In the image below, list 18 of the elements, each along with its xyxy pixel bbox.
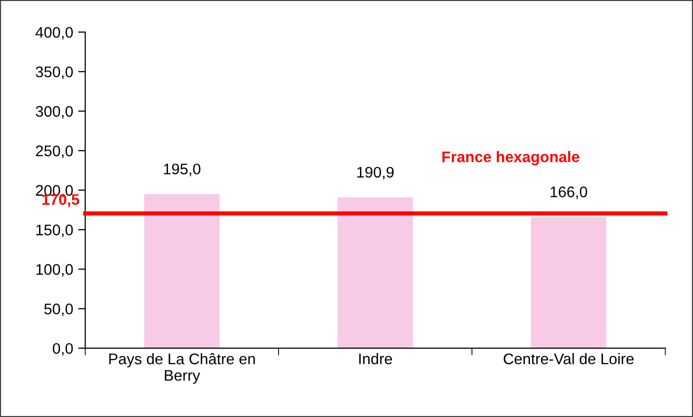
y-tick-label: 250,0 (36, 146, 73, 158)
x-tick-label: Pays de La Châtre en Berry (109, 353, 255, 384)
bar (338, 197, 413, 348)
data-label: 190,9 (357, 166, 394, 180)
ref-line-label: France hexagonale (442, 151, 580, 166)
y-tick-label: 300,0 (36, 106, 73, 119)
y-tick-label: 0,0 (52, 343, 73, 356)
data-label: 166,0 (550, 186, 588, 200)
bar (530, 217, 606, 348)
x-tick-label: Indre (359, 353, 392, 364)
y-tick-label: 50,0 (44, 304, 73, 316)
y-tick-label: 400,0 (36, 26, 73, 40)
y-tick-label: 100,0 (36, 264, 73, 277)
y-tick-label: 150,0 (36, 224, 73, 238)
data-label: 195,0 (164, 164, 200, 176)
x-tick-label: Centre-Val de Loire (504, 353, 634, 364)
bar (144, 194, 220, 348)
y-tick-label: 350,0 (36, 66, 73, 80)
